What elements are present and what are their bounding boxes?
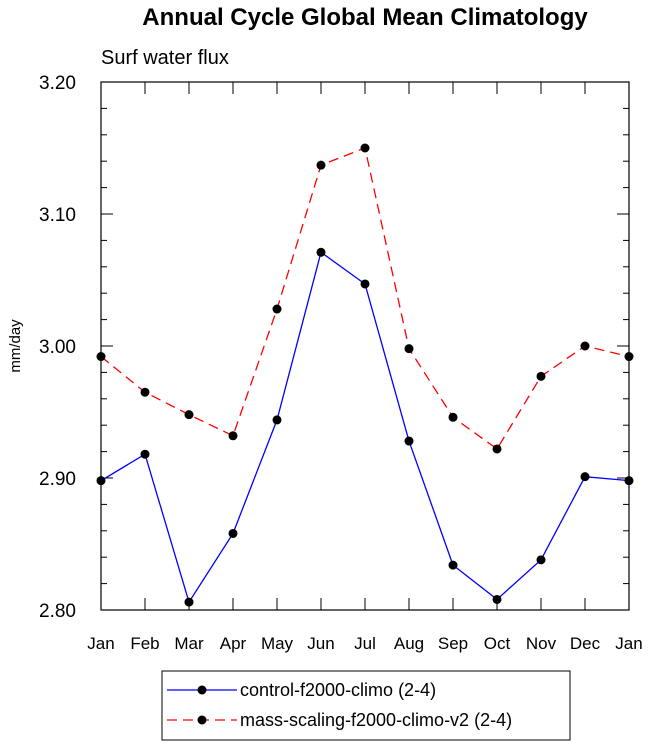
y-tick-label: 2.90 bbox=[39, 469, 76, 490]
x-tick-label: Oct bbox=[484, 634, 511, 653]
legend-marker-control bbox=[197, 685, 207, 695]
data-point bbox=[140, 449, 150, 459]
data-point bbox=[580, 472, 590, 482]
data-point bbox=[536, 555, 546, 565]
legend-label-control: control-f2000-climo (2-4) bbox=[240, 680, 436, 700]
x-tick-label: Feb bbox=[130, 634, 159, 653]
series-line bbox=[100, 147, 630, 450]
x-tick-labels: Jan Feb Mar Apr May Jun Jul Aug Sep Oct Nov Dec Jan bbox=[87, 634, 642, 653]
data-point bbox=[448, 560, 458, 570]
data-point bbox=[448, 412, 458, 422]
chart-title: Annual Cycle Global Mean Climatology bbox=[142, 4, 588, 31]
data-point bbox=[228, 431, 238, 441]
x-tick-label: Jul bbox=[354, 634, 376, 653]
plot-frame bbox=[100, 81, 630, 611]
x-tick-label: May bbox=[261, 634, 294, 653]
data-point bbox=[316, 247, 326, 257]
data-point bbox=[140, 387, 150, 397]
y-axis-label: mm/day bbox=[7, 319, 24, 373]
x-tick-label: Dec bbox=[570, 634, 601, 653]
data-point bbox=[404, 344, 414, 354]
data-point bbox=[272, 415, 282, 425]
data-point bbox=[360, 279, 370, 289]
series-line bbox=[100, 251, 630, 604]
data-point bbox=[404, 436, 414, 446]
data-point bbox=[360, 143, 370, 153]
tick-marks bbox=[100, 81, 630, 611]
data-point bbox=[272, 304, 282, 314]
data-point bbox=[316, 160, 326, 170]
data-point bbox=[580, 341, 590, 351]
y-tick-label: 3.00 bbox=[39, 337, 76, 358]
x-tick-label: Jan bbox=[615, 634, 642, 653]
x-tick-label: Apr bbox=[220, 634, 247, 653]
legend-marker-mass-scaling bbox=[197, 715, 207, 725]
legend-label-mass-scaling: mass-scaling-f2000-climo-v2 (2-4) bbox=[240, 710, 512, 730]
x-tick-label: Mar bbox=[174, 634, 204, 653]
y-tick-label: 2.80 bbox=[39, 601, 76, 622]
x-tick-label: Sep bbox=[438, 634, 468, 653]
x-tick-label: Aug bbox=[394, 634, 424, 653]
data-point bbox=[536, 371, 546, 381]
data-point bbox=[228, 528, 238, 538]
y-tick-labels: 2.80 2.90 3.00 3.10 3.20 bbox=[39, 73, 76, 622]
data-point bbox=[184, 410, 194, 420]
legend-box bbox=[161, 670, 571, 741]
x-tick-label: Nov bbox=[526, 634, 557, 653]
data-point bbox=[184, 597, 194, 607]
y-tick-label: 3.10 bbox=[39, 205, 76, 226]
series-mass-scaling bbox=[96, 143, 634, 454]
chart-subtitle: Surf water flux bbox=[101, 47, 229, 69]
y-tick-label: 3.20 bbox=[39, 73, 76, 94]
x-tick-label: Jun bbox=[307, 634, 334, 653]
series-lines bbox=[96, 143, 634, 607]
x-tick-label: Jan bbox=[87, 634, 114, 653]
data-point bbox=[492, 444, 502, 454]
data-point bbox=[492, 594, 502, 604]
series-control bbox=[96, 247, 634, 607]
legend: control-f2000-climo (2-4) mass-scaling-f… bbox=[161, 670, 571, 741]
